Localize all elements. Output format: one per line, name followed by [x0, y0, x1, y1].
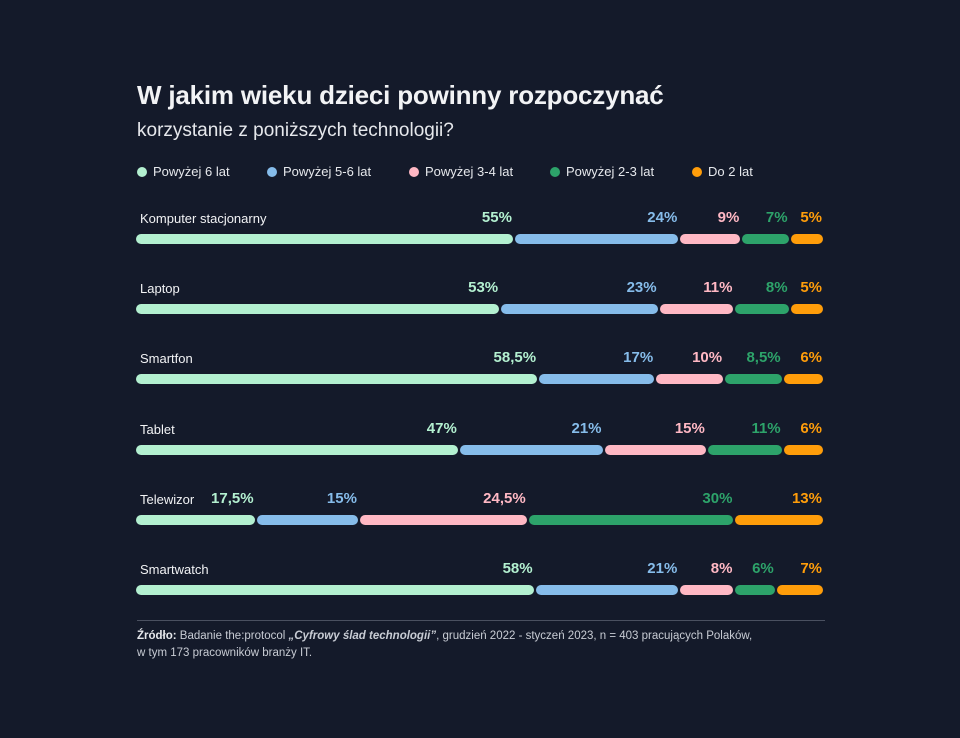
- data-label: 9%: [717, 209, 740, 226]
- legend-item: Powyżej 5-6 lat: [267, 164, 409, 179]
- data-label: 8%: [765, 279, 788, 297]
- bar-segment: [535, 585, 679, 595]
- data-label: 8%: [710, 560, 733, 577]
- legend-label: Powyżej 5-6 lat: [283, 164, 372, 179]
- bar-segment: [776, 585, 823, 595]
- bar-segment: [656, 374, 724, 385]
- bar-segment: [742, 234, 789, 244]
- source-text-1: Badanie the:protocol: [176, 630, 289, 642]
- legend-label: Powyżej 6 lat: [153, 164, 230, 179]
- legend-item: Do 2 lat: [692, 164, 792, 179]
- divider: [137, 620, 825, 621]
- legend-label: Powyżej 2-3 lat: [566, 164, 655, 179]
- chart-title: W jakim wieku dzieci powinny rozpoczynać: [137, 80, 664, 110]
- data-label: 47%: [426, 419, 457, 437]
- data-label: 7%: [800, 560, 822, 577]
- legend-label: Powyżej 3-4 lat: [425, 164, 514, 179]
- bar-segment: [659, 304, 734, 315]
- data-label: 7%: [765, 209, 788, 226]
- data-label: 58%: [502, 560, 533, 577]
- bar-segment: [136, 444, 458, 455]
- data-label: 6%: [800, 419, 822, 437]
- data-label: 55%: [481, 209, 512, 226]
- data-label: 24%: [647, 209, 678, 226]
- data-label: 15%: [674, 419, 705, 437]
- data-label: 5%: [800, 279, 822, 297]
- source-prefix: Źródło:: [137, 630, 177, 642]
- source-title: „Cyfrowy ślad technologii”: [288, 630, 437, 642]
- source-text-2: , grudzień 2022 - styczeń 2023, n = 403 …: [436, 630, 753, 642]
- data-label: 10%: [692, 349, 723, 367]
- bar-segment: [514, 234, 679, 244]
- bar-segment: [501, 304, 658, 315]
- data-label: 17,5%: [211, 489, 254, 507]
- legend-dot-icon: [267, 166, 277, 177]
- data-label: 13%: [791, 489, 822, 507]
- source-note: Źródło: Badanie the:protocol „Cyfrowy śl…: [137, 628, 837, 662]
- data-label: 58,5%: [493, 349, 537, 367]
- data-label: 17%: [623, 349, 654, 367]
- bar-segment: [735, 514, 823, 525]
- data-label: 5%: [800, 209, 822, 226]
- bar-segment: [136, 234, 513, 244]
- bar-segment: [256, 514, 358, 525]
- bar-segment: [680, 585, 734, 595]
- data-label: 6%: [752, 560, 774, 577]
- category-label: Smartwatch: [140, 562, 209, 577]
- category-label: Smartfon: [140, 351, 193, 367]
- bar-segment: [783, 374, 823, 385]
- legend-item: Powyżej 6 lat: [137, 164, 267, 179]
- data-label: 6%: [800, 349, 822, 367]
- legend-dot-icon: [550, 166, 560, 177]
- legend-dot-icon: [409, 166, 419, 177]
- bar-segment: [735, 304, 789, 315]
- category-label: Komputer stacjonarny: [140, 211, 267, 226]
- legend-item: Powyżej 2-3 lat: [550, 164, 692, 179]
- data-label: 11%: [751, 419, 781, 437]
- data-label: 21%: [647, 560, 678, 577]
- bar-segment: [783, 444, 823, 455]
- bar-segment: [136, 304, 500, 315]
- bar-segment: [790, 304, 823, 315]
- chart-subtitle: korzystanie z poniższych technologii?: [137, 120, 454, 141]
- bar-segment: [707, 444, 782, 455]
- data-label: 8,5%: [746, 349, 781, 367]
- bar-segment: [359, 514, 527, 525]
- data-label: 15%: [326, 489, 357, 507]
- legend-item: Powyżej 3-4 lat: [409, 164, 550, 179]
- bar-segment: [539, 374, 655, 385]
- bar-segment: [136, 374, 538, 385]
- bar-segment: [790, 234, 823, 244]
- data-label: 21%: [571, 419, 602, 437]
- category-label: Laptop: [140, 281, 180, 297]
- category-label: Telewizor: [140, 491, 195, 507]
- legend-dot-icon: [692, 166, 702, 177]
- bar-segment: [459, 444, 603, 455]
- legend-label: Do 2 lat: [708, 164, 753, 179]
- data-label: 30%: [702, 489, 733, 507]
- source-line-2: w tym 173 pracowników branży IT.: [137, 647, 313, 659]
- data-label: 11%: [703, 279, 733, 297]
- category-label: Tablet: [140, 421, 175, 437]
- legend-dot-icon: [137, 166, 147, 177]
- legend: Powyżej 6 lat Powyżej 5-6 lat Powyżej 3-4 …: [137, 164, 792, 179]
- data-label: 24,5%: [483, 489, 526, 507]
- bar-segment: [680, 234, 741, 244]
- bar-segment: [528, 514, 734, 525]
- bar-segment: [136, 585, 534, 595]
- bar-segment: [136, 514, 255, 525]
- bar-segment: [735, 585, 775, 595]
- bar-segment: [604, 444, 706, 455]
- data-label: 53%: [468, 279, 499, 297]
- data-label: 23%: [626, 279, 657, 297]
- bar-segment: [725, 374, 782, 385]
